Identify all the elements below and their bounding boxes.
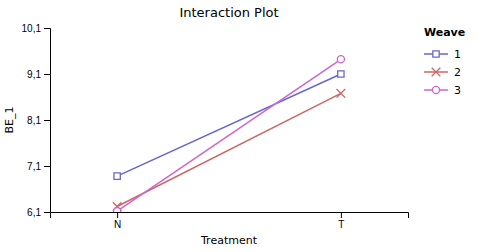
legend-symbol [432,68,441,77]
legend-item: 2 [424,66,461,79]
y-tick: 6,1 [27,207,50,218]
legend: Weave 1 2 3 [424,26,465,97]
series-line [117,93,341,206]
series-line [117,59,341,211]
series-marker [337,89,346,98]
y-axis-title: BE_1 [3,107,16,134]
legend-item: 3 [424,84,461,97]
y-tick-label: 6,1 [27,207,41,218]
y-tick-label: 9,1 [27,69,41,80]
y-tick-mark [44,74,50,75]
y-tick-mark [44,166,50,167]
series-marker [338,71,344,77]
legend-label: 1 [454,48,461,61]
series-marker [114,173,120,179]
series-marker [114,208,121,212]
series-marker [337,56,344,63]
y-tick: 9,1 [27,69,50,80]
y-axis: 6,1 7,1 8,1 9,1 10,1 [22,23,51,218]
y-tick-label: 7,1 [27,161,41,172]
legend-title: Weave [424,26,465,39]
x-axis-line [51,213,409,219]
y-tick-mark [44,28,50,29]
y-tick: 7,1 [27,161,50,172]
legend-symbol [433,51,439,57]
x-tick-mark [341,212,342,218]
marks [113,56,345,212]
y-tick-label: 10,1 [22,23,42,34]
x-tick-label: T [338,219,344,230]
y-tick: 10,1 [22,23,50,34]
y-tick: 8,1 [27,115,50,126]
x-tick-mark [117,212,118,218]
y-tick-label: 8,1 [27,115,41,126]
legend-label: 3 [454,84,461,97]
plot: 6,17,18,19,110,1NT [22,23,409,230]
x-axis-title: Treatment [200,234,258,247]
legend-symbol [432,86,439,93]
y-axis-line [44,29,51,213]
series-line [117,74,341,176]
x-tick: T [338,212,344,230]
x-axis: NT [51,212,409,230]
legend-item: 1 [424,48,461,61]
y-tick-mark [44,212,50,213]
y-tick-mark [44,120,50,121]
legend-label: 2 [454,66,461,79]
x-tick-label: N [114,219,121,230]
x-tick: N [114,212,121,230]
title: Interaction Plot [179,5,278,20]
chart: 6,17,18,19,110,1NTInteraction PlotTreatm… [0,0,500,252]
